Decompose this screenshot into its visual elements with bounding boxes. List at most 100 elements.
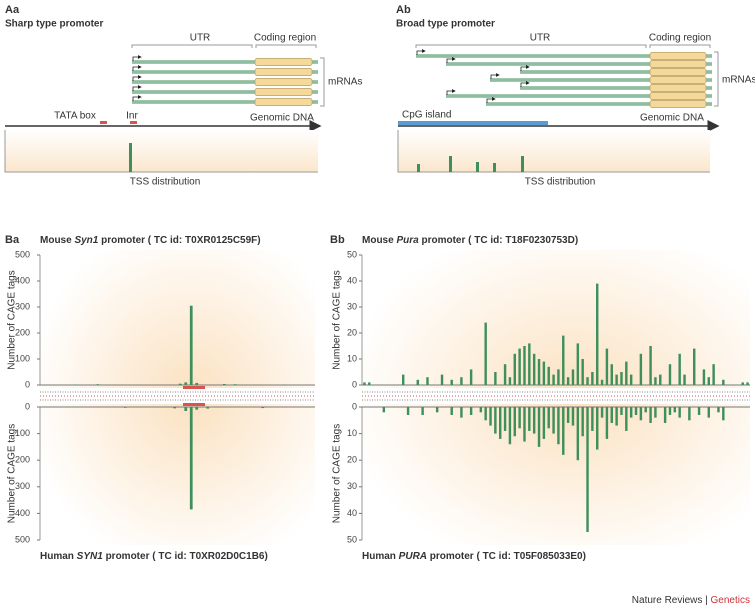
y-tick-label: 200 <box>15 455 30 465</box>
separator: | <box>702 595 710 606</box>
bar <box>654 377 657 385</box>
panel-ab: Ab Broad type promoter UTR Coding region… <box>396 4 755 188</box>
bar <box>688 407 691 421</box>
bar <box>513 353 516 385</box>
bar <box>503 407 507 431</box>
coding-box <box>254 98 313 106</box>
utr-label: UTR <box>530 33 551 44</box>
bar <box>542 361 546 385</box>
bar <box>610 364 613 385</box>
genomic-label: Genomic DNA <box>250 113 314 124</box>
bar <box>629 407 633 418</box>
bar <box>450 379 453 385</box>
coding-label: Coding region <box>649 33 711 44</box>
bar <box>649 407 652 423</box>
title-part: promoter ( TC id: T18F0230753D) <box>419 235 578 246</box>
bar <box>261 407 265 409</box>
bar <box>586 377 589 385</box>
coding-box <box>649 100 707 108</box>
title-part: Human <box>362 551 399 562</box>
bar <box>697 407 701 415</box>
y-tick-label: 0 <box>352 401 357 411</box>
bar <box>189 305 193 385</box>
bar <box>532 353 536 385</box>
bar <box>233 384 237 385</box>
chart: Bb Mouse Pura promoter ( TC id: T18F02307… <box>330 234 750 562</box>
bar <box>283 384 287 385</box>
bar <box>557 407 560 445</box>
y-tick-label: 50 <box>347 534 357 544</box>
title-part: Pura <box>396 235 419 246</box>
title-part: promoter ( TC id: T0XR0125C59F) <box>98 235 260 246</box>
mrnas <box>416 49 712 108</box>
bar <box>605 348 609 385</box>
bar <box>722 379 725 385</box>
bar <box>195 382 199 385</box>
panel-label: Bb <box>330 234 345 246</box>
inr <box>130 121 137 124</box>
bar <box>450 407 453 415</box>
bar <box>552 374 555 385</box>
bar <box>596 407 599 450</box>
tss-label: TSS distribution <box>130 177 201 188</box>
bar <box>591 372 594 385</box>
mrnas <box>132 55 318 106</box>
bar <box>528 407 531 431</box>
mrnas-label: mRNAs <box>328 77 362 88</box>
bar <box>460 377 463 385</box>
coding-label: Coding region <box>254 33 316 44</box>
panel-title: Broad type promoter <box>396 19 495 30</box>
bar <box>189 407 193 510</box>
tss-arrow <box>490 73 500 79</box>
bar <box>605 407 609 439</box>
bar <box>74 384 78 385</box>
bar <box>426 377 429 385</box>
bar <box>673 407 677 413</box>
coding-box <box>649 68 707 76</box>
bar <box>222 383 226 385</box>
y-tick-label: 20 <box>347 327 357 337</box>
y-tick-label: 50 <box>347 249 357 259</box>
bar <box>435 407 439 413</box>
bar <box>581 407 584 437</box>
y-tick-label: 200 <box>15 327 30 337</box>
chart-title: Human SYN1 promoter ( TC id: T0XR02D0C1B… <box>40 551 268 562</box>
panel-title: Sharp type promoter <box>5 19 103 30</box>
bar <box>489 407 492 426</box>
chart-title: Mouse Pura promoter ( TC id: T18F0230753… <box>362 235 578 246</box>
title-part: Mouse <box>362 235 396 246</box>
title-part: PURA <box>399 551 427 562</box>
bar <box>625 407 628 431</box>
bar <box>746 382 749 385</box>
y-tick-label: 0 <box>25 379 30 389</box>
bar <box>123 407 127 408</box>
y-axis-label: Number of CAGE tags <box>332 424 343 523</box>
cpg-label: CpG island <box>402 110 451 121</box>
bar <box>499 407 502 439</box>
y-tick-label: 40 <box>347 275 357 285</box>
bar <box>523 407 526 442</box>
bar <box>639 407 643 421</box>
tata-box <box>100 121 107 124</box>
bar <box>693 348 696 385</box>
title-part: promoter ( TC id: T0XR02D0C1B6) <box>103 551 268 562</box>
bar <box>460 407 463 418</box>
bar <box>654 407 657 418</box>
title-part: Syn1 <box>74 235 98 246</box>
bar <box>508 407 512 445</box>
tss-bar <box>129 143 132 172</box>
bar <box>663 407 667 423</box>
bar <box>402 374 405 385</box>
bar <box>484 407 487 421</box>
bar <box>440 374 444 385</box>
bar <box>363 382 366 385</box>
bar <box>173 407 177 409</box>
y-axis-label: Number of CAGE tags <box>7 270 18 369</box>
bar <box>566 407 570 423</box>
bar <box>600 407 604 418</box>
bar <box>576 407 580 461</box>
tss-arrow <box>132 95 142 101</box>
panel-aa: Aa Sharp type promoter UTR Coding region… <box>4 4 362 188</box>
bar <box>562 335 565 385</box>
